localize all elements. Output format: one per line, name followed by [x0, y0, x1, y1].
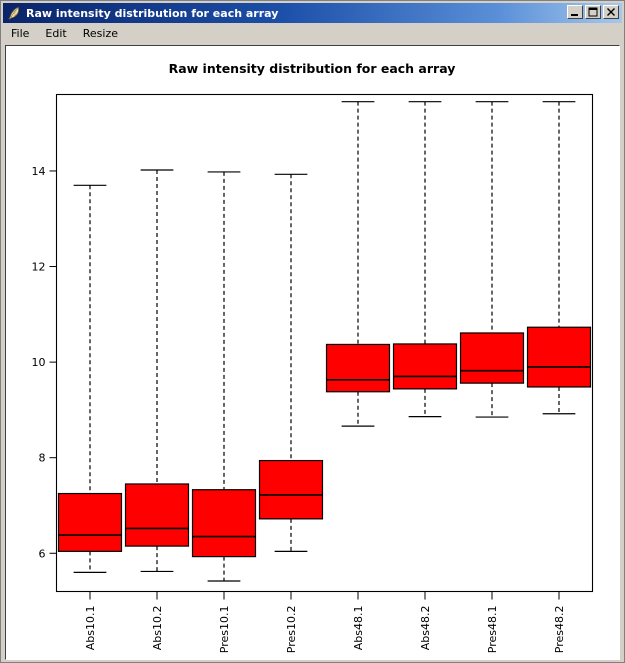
box-iqr: [191, 489, 257, 558]
y-tick-label: 8: [39, 452, 46, 465]
window-controls: [567, 5, 619, 19]
boxplot-box: [258, 173, 324, 552]
boxplot-box: [325, 101, 391, 427]
menu-bar: File Edit Resize: [3, 24, 622, 43]
menu-item-file[interactable]: File: [11, 27, 30, 40]
x-tick-label: Abs48.1: [352, 606, 365, 651]
x-tick-label: Pres10.2: [285, 606, 298, 654]
plot-canvas[interactable]: Raw intensity distribution for each arra…: [5, 45, 620, 660]
box-iqr: [57, 492, 123, 552]
box-iqr: [459, 332, 525, 384]
menu-item-edit[interactable]: Edit: [45, 27, 67, 40]
chart-title: Raw intensity distribution for each arra…: [169, 61, 456, 76]
x-axis: Abs10.1 Abs10.2 Pres10.1 Pres10.2 Abs48.1 Abs…: [84, 591, 566, 654]
box-iqr: [392, 343, 458, 390]
box-iqr: [258, 459, 324, 520]
boxplot-box: [57, 184, 123, 573]
boxplot-box: [459, 101, 525, 418]
x-tick-label: Abs10.1: [84, 606, 97, 651]
boxplot-box: [124, 169, 190, 573]
x-tick-label: Pres10.1: [218, 606, 231, 654]
box-iqr: [325, 343, 391, 393]
x-tick-label: Abs10.2: [151, 606, 164, 651]
boxplot-box: [526, 101, 592, 415]
boxplot-figure: Raw intensity distribution for each arra…: [32, 61, 594, 654]
boxplot-box: [392, 101, 458, 418]
title-bar: Raw intensity distribution for each arra…: [3, 3, 622, 23]
y-axis: 6 8 10 12 14: [32, 165, 57, 560]
y-tick-label: 6: [39, 547, 46, 560]
x-tick-label: Abs48.2: [419, 606, 432, 651]
y-tick-label: 14: [32, 165, 46, 178]
minimize-button[interactable]: [567, 5, 583, 19]
x-tick-label: Pres48.1: [486, 606, 499, 654]
x-tick-label: Pres48.2: [553, 606, 566, 654]
box-iqr: [124, 483, 190, 547]
y-tick-label: 10: [32, 356, 46, 369]
y-tick-label: 12: [32, 261, 46, 274]
box-iqr: [526, 326, 592, 388]
menu-item-resize[interactable]: Resize: [82, 27, 118, 40]
window-title: Raw intensity distribution for each arra…: [26, 6, 279, 20]
maximize-button[interactable]: [585, 5, 601, 19]
close-button[interactable]: [603, 5, 619, 19]
quill-feather-icon: [6, 5, 22, 21]
boxplot-series: [57, 101, 592, 582]
boxplot-box: [191, 171, 257, 582]
plot-frame: [55, 93, 594, 593]
